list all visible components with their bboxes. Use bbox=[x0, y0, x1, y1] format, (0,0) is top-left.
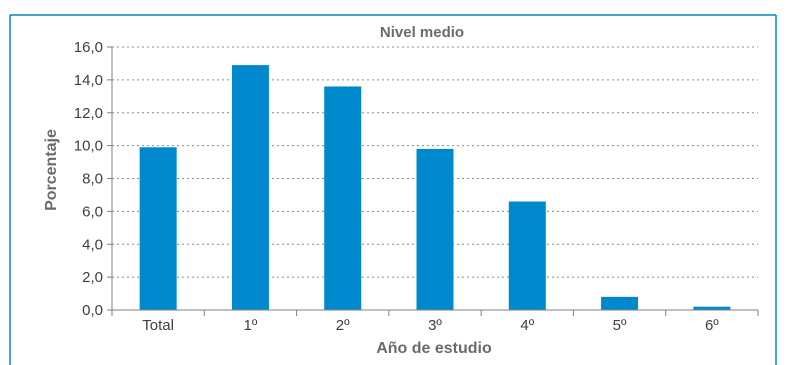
axes bbox=[107, 46, 759, 316]
bar bbox=[324, 86, 362, 310]
x-axis-title: Año de estudio bbox=[376, 340, 492, 357]
y-tick-label: 14,0 bbox=[74, 72, 103, 89]
x-tick-label: 1º bbox=[244, 317, 258, 334]
chart-title: Nivel medio bbox=[380, 24, 464, 41]
x-tick-label: 2º bbox=[336, 317, 350, 334]
bar bbox=[601, 296, 639, 310]
x-tick-label: Total bbox=[142, 317, 174, 334]
x-tick-label: 3º bbox=[428, 317, 442, 334]
bar bbox=[693, 306, 731, 310]
x-tick-label: 4º bbox=[520, 317, 534, 334]
x-tick-label: 5º bbox=[613, 317, 627, 334]
y-tick-label: 2,0 bbox=[82, 269, 103, 286]
y-tick-label: 0,0 bbox=[82, 302, 103, 319]
bar bbox=[231, 65, 269, 310]
y-tick-label: 8,0 bbox=[82, 171, 103, 188]
y-tick-label: 4,0 bbox=[82, 236, 103, 253]
y-tick-labels: 0,0 2,0 4,0 6,0 8,0 10,0 12,0 14,0 16,0 bbox=[74, 39, 103, 319]
y-tick-label: 10,0 bbox=[74, 138, 103, 155]
y-tick-label: 12,0 bbox=[74, 105, 103, 122]
y-tick-label: 6,0 bbox=[82, 203, 103, 220]
bar bbox=[508, 201, 546, 310]
bar bbox=[139, 147, 177, 310]
y-axis-title: Porcentaje bbox=[43, 129, 60, 211]
x-tick-label: 6º bbox=[705, 317, 719, 334]
x-tick-labels: Total 1º 2º 3º 4º 5º 6º bbox=[142, 317, 719, 334]
bar bbox=[416, 148, 454, 310]
bars bbox=[139, 65, 731, 310]
y-tick-label: 16,0 bbox=[74, 39, 103, 56]
